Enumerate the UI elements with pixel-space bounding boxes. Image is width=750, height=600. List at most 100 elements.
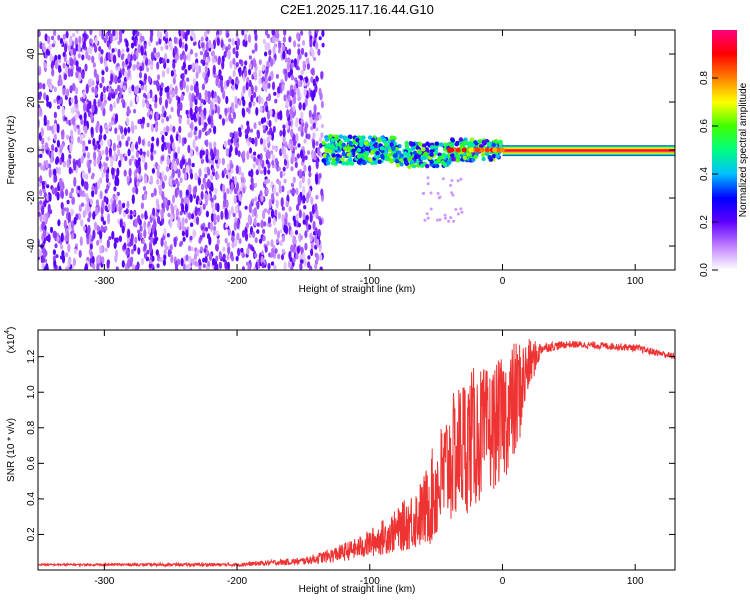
heatmap-cell [115, 30, 119, 41]
heatmap-cell [73, 161, 77, 171]
heatmap-cell [53, 133, 57, 142]
heatmap-cell [421, 191, 425, 195]
heatmap-cell [361, 160, 366, 165]
heatmap-cell [92, 211, 96, 220]
heatmap-cell [207, 182, 211, 188]
heatmap-cell [272, 217, 276, 226]
heatmap-band [502, 152, 675, 154]
heatmap-cell [358, 157, 363, 163]
heatmap-cell [272, 109, 276, 118]
heatmap-cell [267, 151, 271, 160]
heatmap-cell [121, 30, 125, 34]
heatmap-cell [347, 134, 352, 139]
heatmap-cell [161, 171, 165, 179]
heatmap-cell [108, 121, 112, 130]
heatmap-cell [106, 259, 110, 269]
heatmap-cell [287, 222, 291, 227]
heatmap-cell [299, 125, 303, 132]
heatmap-cell [151, 168, 155, 174]
heatmap-cell [107, 203, 111, 211]
heatmap-cell [79, 114, 83, 120]
heatmap-cell [194, 207, 198, 217]
heatmap-cell [224, 259, 228, 270]
heatmap-cell [234, 96, 238, 105]
heatmap-cell [83, 102, 87, 112]
heatmap-cell [38, 182, 42, 187]
heatmap-cell [183, 137, 187, 145]
heatmap-cell [267, 169, 271, 175]
heatmap-cell [364, 150, 370, 155]
heatmap-cell [237, 150, 241, 157]
heatmap-cell [118, 200, 122, 206]
heatmap-cell [230, 206, 234, 215]
heatmap-cell [268, 134, 272, 140]
heatmap-cell [152, 207, 156, 216]
heatmap-cell [304, 125, 308, 134]
heatmap-cell [214, 187, 218, 195]
heatmap-cell [318, 36, 322, 41]
heatmap-cell [45, 263, 49, 270]
heatmap-cell [182, 236, 186, 242]
heatmap-cell [141, 156, 145, 164]
heatmap-cell [194, 185, 198, 193]
heatmap-cell [73, 122, 77, 133]
heatmap-cell [284, 141, 288, 149]
heatmap-cell [60, 255, 64, 260]
colorbar-gradient [712, 30, 737, 270]
heatmap-cell [154, 101, 158, 109]
heatmap-cell [302, 185, 306, 195]
heatmap-cell [256, 130, 260, 139]
heatmap-cell [96, 239, 100, 246]
heatmap-cell [135, 159, 139, 169]
heatmap-cell [288, 120, 292, 127]
heatmap-cell [245, 81, 249, 91]
heatmap-cell [319, 218, 323, 226]
heatmap-cell [179, 102, 183, 111]
heatmap-cell [214, 96, 218, 103]
heatmap-cell [313, 104, 317, 113]
heatmap-cell [281, 248, 285, 254]
heatmap-cell [470, 143, 476, 148]
x-tick-label: -300 [94, 276, 114, 287]
heatmap-cell [438, 218, 442, 222]
heatmap-cell [105, 177, 109, 184]
heatmap-cell [274, 227, 278, 235]
heatmap-cell [282, 172, 286, 177]
heatmap-cell [270, 239, 274, 248]
heatmap-cell [39, 42, 43, 50]
heatmap-cell [450, 179, 454, 182]
heatmap-cell [176, 258, 181, 266]
heatmap-cell [117, 148, 121, 157]
heatmap-cell [165, 246, 169, 250]
heatmap-cell [49, 125, 53, 131]
heatmap-cell [225, 95, 229, 105]
heatmap-cell [238, 238, 242, 244]
heatmap-cell [48, 78, 52, 83]
heatmap-cell [137, 135, 142, 145]
heatmap-cell [255, 169, 259, 176]
heatmap-cell [180, 197, 185, 204]
colorbar-tick-label: 0.4 [699, 167, 710, 181]
heatmap-cell [43, 61, 47, 68]
heatmap-cell [73, 176, 77, 187]
heatmap-cell [120, 54, 124, 61]
heatmap-cell [225, 117, 229, 123]
heatmap-cell [106, 239, 110, 249]
heatmap-cell [429, 145, 435, 150]
heatmap-cell [270, 208, 275, 219]
heatmap-cell [82, 170, 86, 180]
heatmap-cell [307, 178, 311, 186]
heatmap-cell [48, 168, 52, 178]
y-tick-label: 20 [26, 96, 37, 108]
heatmap-cell [253, 151, 257, 156]
heatmap-cell [180, 30, 184, 36]
heatmap-cell [231, 240, 235, 249]
heatmap-cell [394, 159, 400, 164]
heatmap-cell [202, 263, 206, 268]
heatmap-cell [269, 109, 273, 117]
heatmap-cell [81, 202, 85, 207]
heatmap-cell [338, 134, 344, 139]
heatmap-cell [474, 147, 480, 153]
heatmap-cell [78, 72, 82, 82]
heatmap-cell [118, 160, 122, 168]
